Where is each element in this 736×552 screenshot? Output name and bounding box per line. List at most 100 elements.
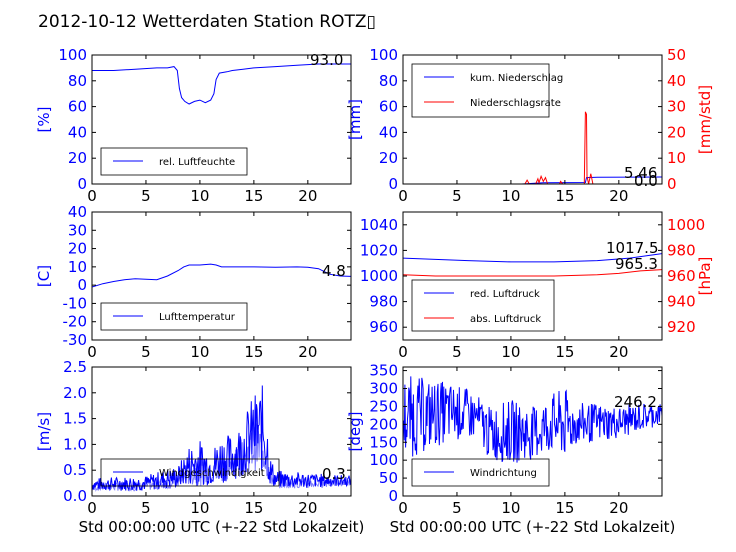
- y-tick-label: 60: [379, 98, 398, 116]
- y-right-tick-label: 980: [667, 241, 696, 259]
- series-line: [92, 263, 351, 288]
- series-line: [92, 63, 351, 105]
- x-tick-label: 0: [87, 499, 97, 517]
- y-right-tick-label: 940: [667, 293, 696, 311]
- x-tick-label: 0: [87, 187, 97, 205]
- x-tick-label: 10: [501, 499, 520, 517]
- y-right-tick-label: 0: [667, 175, 677, 193]
- y-tick-label: 250: [369, 397, 398, 415]
- y-right-tick-label: 40: [667, 72, 686, 90]
- x-tick-label: 15: [244, 499, 263, 517]
- y-tick-label: 0: [388, 175, 398, 193]
- x-tick-label: 5: [141, 499, 151, 517]
- y-tick-label: 1.5: [63, 410, 87, 428]
- last-value-label: 246.2: [614, 393, 657, 411]
- x-tick-label: 10: [501, 343, 520, 361]
- plot-frame: [91, 54, 352, 185]
- x-tick-label: 20: [609, 343, 628, 361]
- y-right-tick-label: 920: [667, 318, 696, 336]
- series-line: [403, 376, 662, 463]
- x-tick-label: 10: [190, 343, 209, 361]
- last-value-right-label: 965.3: [615, 255, 658, 273]
- y-tick-label: -20: [63, 313, 88, 331]
- legend-label: Lufttemperatur: [159, 312, 236, 323]
- y-tick-label: 0: [388, 487, 398, 505]
- y-tick-label: 40: [68, 123, 87, 141]
- x-tick-label: 5: [452, 187, 462, 205]
- last-value-label: 1017.5: [606, 239, 659, 257]
- x-tick-label: 15: [555, 343, 574, 361]
- y-right-tick-label: 1000: [667, 216, 705, 234]
- y-tick-label: 40: [68, 203, 87, 221]
- y-axis-label: [mm]: [346, 99, 364, 140]
- y-tick-label: 100: [58, 46, 87, 64]
- last-value-label: 0.3: [322, 465, 346, 483]
- y-axis-label: [m/s]: [35, 412, 53, 451]
- y-tick-label: 350: [369, 362, 398, 380]
- y-right-tick-label: 30: [667, 98, 686, 116]
- y-right-tick-label: 50: [667, 46, 686, 64]
- y-right-tick-label: 10: [667, 149, 686, 167]
- panel-pressure: 0 5 10 15 20 960 980 1000 1020 1040 920 940 960 980 10…: [360, 211, 714, 361]
- x-tick-label: 10: [190, 499, 209, 517]
- plot-frame: [402, 366, 663, 497]
- y-tick-label: 100: [369, 46, 398, 64]
- y-tick-label: 0: [77, 175, 87, 193]
- y-axis-label: [%]: [35, 107, 53, 133]
- legend-label: Windgeschwindigkeit: [159, 468, 265, 479]
- legend-box: [411, 458, 550, 487]
- x-axis-label: Std 00:00:00 UTC (+-22 Std Lokalzeit): [79, 518, 365, 536]
- y-tick-label: 100: [369, 451, 398, 469]
- x-axis-label: Std 00:00:00 UTC (+-22 Std Lokalzeit): [390, 518, 676, 536]
- x-tick-label: 20: [609, 499, 628, 517]
- y-tick-label: 0.5: [63, 461, 87, 479]
- y-tick-label: 150: [369, 433, 398, 451]
- legend-label: Windrichtung: [470, 468, 537, 479]
- y-tick-label: 960: [369, 318, 398, 336]
- series-line: [92, 385, 351, 492]
- y-tick-label: 40: [379, 123, 398, 141]
- panel-temperature: 0 5 10 15 20-30-20-10010203040[C]Lufttempera…: [35, 203, 352, 361]
- x-tick-label: 10: [190, 187, 209, 205]
- chart-title: 2012-10-12 Wetterdaten Station ROTZ▯: [38, 12, 376, 32]
- y-tick-label: 50: [379, 469, 398, 487]
- last-value-right-label: 0.0: [634, 172, 658, 190]
- y-right-axis-label: [hPa]: [696, 257, 714, 296]
- x-tick-label: 5: [141, 187, 151, 205]
- y-tick-label: 20: [68, 149, 87, 167]
- legend-label: Niederschlagsrate: [470, 98, 561, 109]
- y-right-tick-label: 20: [667, 123, 686, 141]
- x-tick-label: 5: [452, 343, 462, 361]
- x-tick-label: 20: [298, 343, 317, 361]
- last-value-label: 93.0: [310, 51, 343, 69]
- y-tick-label: 1000: [360, 267, 398, 285]
- y-tick-label: 10: [68, 258, 87, 276]
- y-tick-label: 60: [68, 98, 87, 116]
- series-line: [403, 269, 662, 277]
- y-tick-label: 0: [77, 276, 87, 294]
- y-axis-label: [C]: [35, 265, 53, 287]
- x-tick-label: 15: [244, 187, 263, 205]
- x-tick-label: 20: [609, 187, 628, 205]
- y-tick-label: -30: [63, 331, 88, 349]
- x-tick-label: 15: [555, 499, 574, 517]
- y-tick-label: 80: [68, 72, 87, 90]
- plot-frame: [402, 54, 663, 185]
- legend-box: [411, 63, 550, 118]
- y-tick-label: 980: [369, 293, 398, 311]
- y-tick-label: 300: [369, 380, 398, 398]
- legend-box: [100, 458, 280, 487]
- x-tick-label: 20: [298, 499, 317, 517]
- y-tick-label: 200: [369, 415, 398, 433]
- y-axis-label: [deg]: [346, 412, 364, 452]
- y-tick-label: 0.0: [63, 487, 87, 505]
- y-tick-label: 30: [68, 221, 87, 239]
- y-tick-label: 1.0: [63, 435, 87, 453]
- series-line: [403, 253, 662, 263]
- x-tick-label: 0: [398, 343, 408, 361]
- y-right-axis-label: [mm/std]: [696, 85, 714, 154]
- y-tick-label: 2.5: [63, 358, 87, 376]
- y-tick-label: 80: [379, 72, 398, 90]
